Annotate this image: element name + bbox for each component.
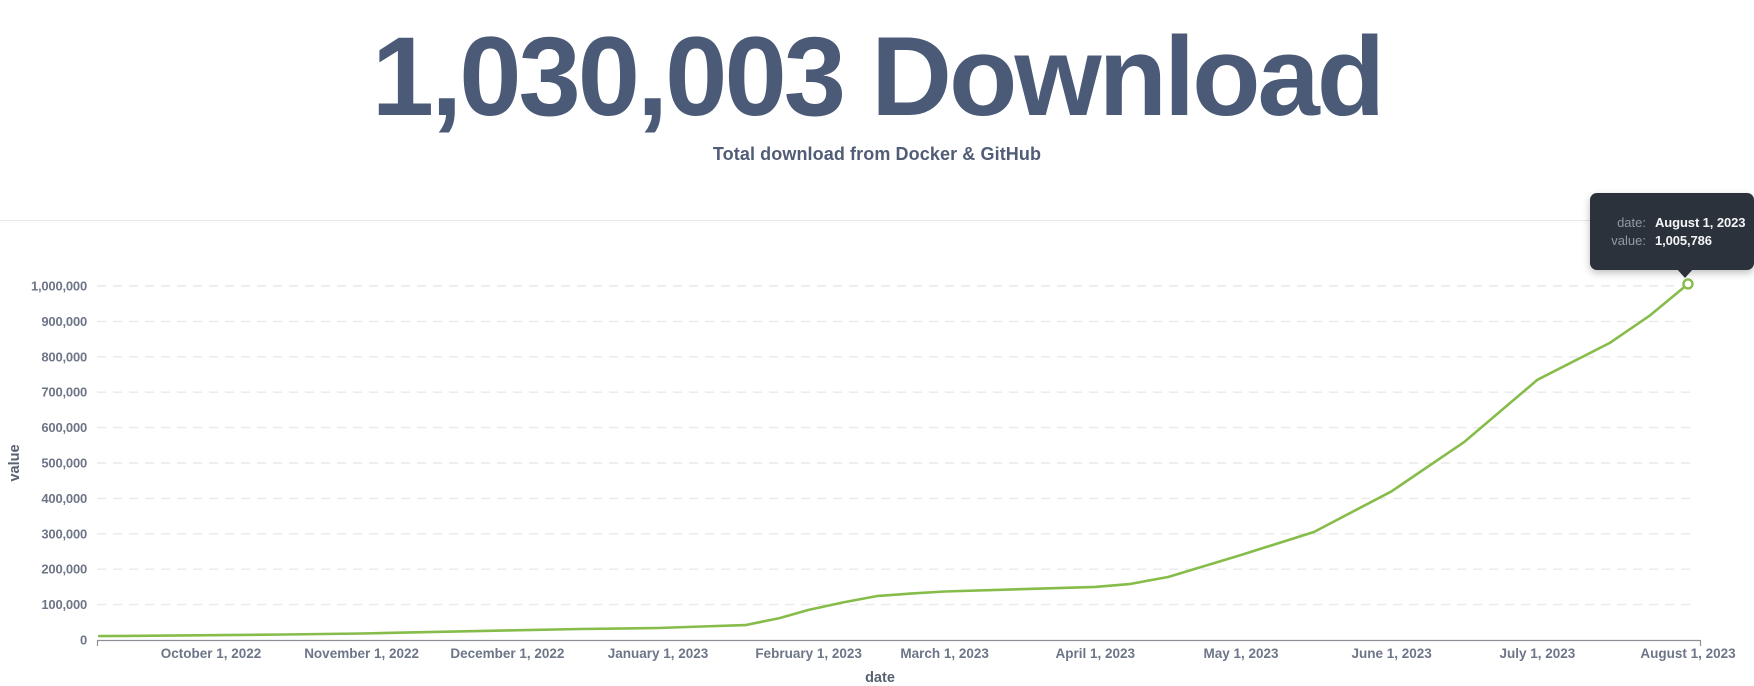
x-tick-label: March 1, 2023 [900, 646, 989, 661]
y-tick-label: 400,000 [41, 491, 87, 506]
header: 1,030,003 Download Total download from D… [0, 0, 1754, 220]
tooltip-value-value: 1,005,786 [1655, 233, 1712, 248]
y-tick-label: 100,000 [41, 597, 87, 612]
x-tick-label: December 1, 2022 [450, 646, 564, 661]
y-tick-label: 700,000 [41, 385, 87, 400]
x-tick-label: June 1, 2023 [1351, 646, 1432, 661]
x-tick-label: January 1, 2023 [608, 646, 709, 661]
x-tick-label: November 1, 2022 [304, 646, 419, 661]
tooltip-value-row: value: 1,005,786 [1590, 233, 1754, 248]
y-tick-label: 0 [80, 633, 87, 648]
y-tick-label: 900,000 [41, 314, 87, 329]
tooltip-date-value: August 1, 2023 [1655, 215, 1746, 230]
y-tick-label: 500,000 [41, 456, 87, 471]
tooltip-value-label: value: [1611, 233, 1646, 248]
y-tick-label: 1,000,000 [31, 279, 87, 294]
y-tick-label: 200,000 [41, 562, 87, 577]
page-title: 1,030,003 Download [371, 14, 1385, 139]
chart-tooltip: date: August 1, 2023 value: 1,005,786 [1590, 193, 1754, 270]
x-tick-label: October 1, 2022 [161, 646, 262, 661]
x-axis-line [96, 639, 1702, 646]
x-tick-label: February 1, 2023 [755, 646, 862, 661]
y-tick-label: 800,000 [41, 349, 87, 364]
x-tick-label: July 1, 2023 [1499, 646, 1575, 661]
tooltip-date-row: date: August 1, 2023 [1590, 215, 1754, 230]
tooltip-date-label: date: [1617, 215, 1646, 230]
data-point-marker[interactable] [1682, 278, 1694, 290]
series-line[interactable] [98, 282, 1690, 638]
page-subtitle: Total download from Docker & GitHub [712, 144, 1042, 165]
x-tick-label: August 1, 2023 [1640, 646, 1736, 661]
tooltip-caret [1676, 268, 1694, 278]
y-axis-title: value [7, 444, 23, 481]
x-axis-title: date [865, 670, 895, 686]
x-tick-label: May 1, 2023 [1203, 646, 1279, 661]
header-divider [0, 220, 1754, 221]
x-tick-label: April 1, 2023 [1055, 646, 1135, 661]
y-tick-label: 600,000 [41, 420, 87, 435]
y-tick-label: 300,000 [41, 526, 87, 541]
